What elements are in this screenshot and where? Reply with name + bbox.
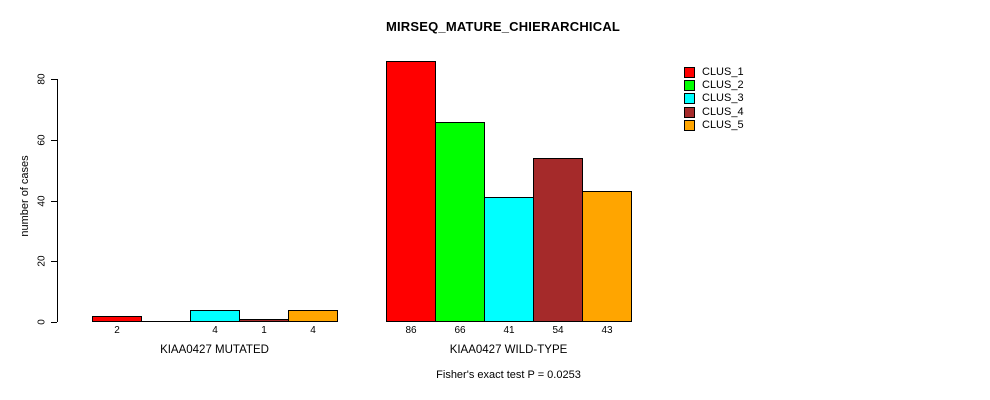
- y-axis-title: number of cases: [19, 155, 31, 237]
- bar-value-label: 86: [405, 325, 417, 336]
- legend-swatch-icon: [684, 106, 695, 118]
- bar-clus_5: [288, 310, 338, 322]
- bar-value-label: 66: [454, 325, 466, 336]
- chart-title: MIRSEQ_MATURE_CHIERARCHICAL: [385, 19, 621, 34]
- bar-value-label: 43: [601, 325, 613, 336]
- legend-label: CLUS_3: [702, 92, 744, 105]
- fisher-test-annotation: Fisher's exact test P = 0.0253: [436, 369, 581, 381]
- bar-value-label: 41: [503, 325, 515, 336]
- bar-clus_2: [435, 122, 485, 322]
- bar-value-label: 1: [261, 325, 267, 336]
- bar-value-label: 4: [310, 325, 316, 336]
- legend-swatch-icon: [684, 67, 695, 79]
- bar-clus_3: [190, 310, 240, 322]
- legend-swatch-icon: [684, 119, 695, 131]
- legend-label: CLUS_5: [702, 118, 744, 131]
- legend-item-clus_4: CLUS_4: [684, 106, 744, 119]
- bar-clus_4: [533, 158, 583, 322]
- y-axis-tick: [51, 201, 57, 202]
- y-axis-tick-label: 40: [36, 195, 48, 207]
- bar-clus_5: [582, 191, 632, 322]
- y-axis-tick: [51, 322, 57, 323]
- legend-item-clus_3: CLUS_3: [684, 92, 744, 105]
- legend-item-clus_2: CLUS_2: [684, 79, 744, 92]
- bar-value-label: 2: [114, 325, 120, 336]
- legend-label: CLUS_4: [702, 105, 744, 118]
- legend-swatch-icon: [684, 80, 695, 92]
- bar-value-label: 54: [552, 325, 564, 336]
- legend-label: CLUS_2: [702, 79, 744, 92]
- y-axis-tick: [51, 140, 57, 141]
- y-axis-tick-label: 80: [36, 73, 48, 85]
- y-axis-tick-label: 0: [36, 319, 48, 325]
- x-group-label: KIAA0427 WILD-TYPE: [449, 344, 568, 356]
- bar-clus_1: [386, 61, 436, 322]
- y-axis-tick-label: 20: [36, 255, 48, 267]
- bar-clus_2-zero: [141, 321, 191, 322]
- y-axis-tick-label: 60: [36, 134, 48, 146]
- legend-label: CLUS_1: [702, 66, 744, 79]
- legend: CLUS_1 CLUS_2 CLUS_3 CLUS_4 CLUS_5: [684, 66, 744, 132]
- bar-clus_3: [484, 197, 534, 322]
- bar-value-label: 4: [212, 325, 218, 336]
- y-axis-tick: [51, 261, 57, 262]
- legend-swatch-icon: [684, 93, 695, 105]
- legend-item-clus_1: CLUS_1: [684, 66, 744, 79]
- y-axis-tick: [51, 79, 57, 80]
- bar-clus_4: [239, 319, 289, 322]
- bar-clus_1: [92, 316, 142, 322]
- legend-item-clus_5: CLUS_5: [684, 119, 744, 132]
- x-group-label: KIAA0427 MUTATED: [160, 344, 269, 356]
- y-axis-line: [57, 79, 58, 322]
